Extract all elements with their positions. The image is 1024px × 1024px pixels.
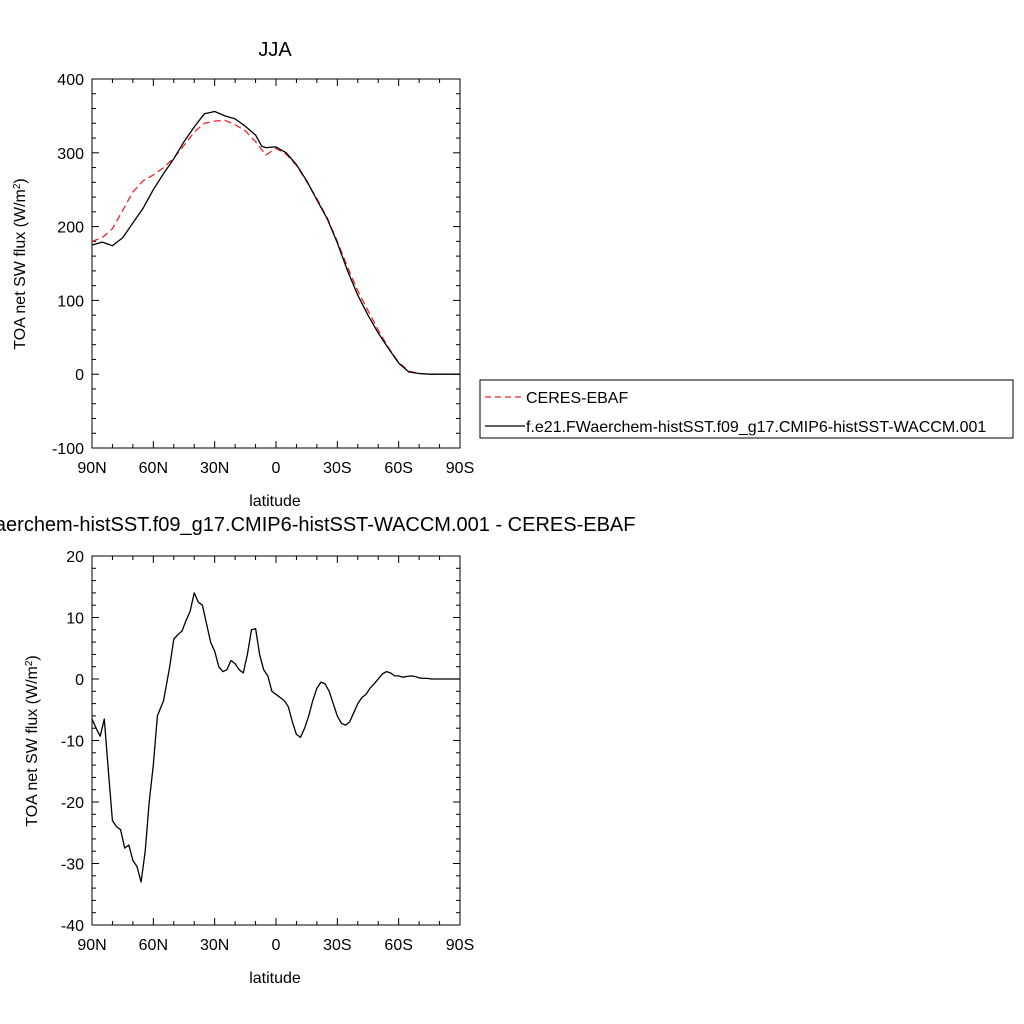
- top-ytick-label: -100: [52, 441, 84, 458]
- top-xlabel: latitude: [249, 493, 301, 510]
- top-series-line-0: [91, 119, 460, 375]
- bottom-xlabel: latitude: [249, 970, 301, 987]
- bottom-ytick-label: -20: [61, 795, 84, 812]
- legend-box: [479, 379, 1014, 439]
- bottom-ylabel-main: TOA net SW flux (W/m: [24, 666, 41, 827]
- bottom-ytick-label: 20: [66, 549, 84, 566]
- top-ylabel: TOA net SW flux (W/m2): [12, 178, 30, 350]
- bottom-xtick-label: 30N: [200, 937, 229, 954]
- bottom-ytick-label: 10: [66, 611, 84, 628]
- top-ylabel-text: TOA net SW flux (W/m2): [12, 178, 30, 350]
- top-plot-frame: [91, 78, 461, 449]
- bottom-ylabel: TOA net SW flux (W/m2): [24, 655, 42, 827]
- top-xtick-label: 0: [272, 460, 281, 477]
- legend: CERES-EBAF f.e21.FWaerchem-histSST.f09_g…: [479, 379, 1014, 439]
- top-xtick-label: 90S: [446, 460, 474, 477]
- bottom-ylabel-text: TOA net SW flux (W/m2): [24, 655, 42, 827]
- top-xtick-label: 60N: [139, 460, 168, 477]
- top-xtick-label: 60S: [384, 460, 412, 477]
- bottom-ytick-label: 0: [75, 672, 84, 689]
- top-series-line-1: [91, 110, 460, 375]
- top-xtick-label: 30S: [323, 460, 351, 477]
- bottom-xtick-label: 90N: [77, 937, 106, 954]
- top-ylabel-superscript: 2: [12, 183, 23, 189]
- top-chart-title: JJA: [258, 39, 292, 61]
- top-ytick-label: 200: [57, 220, 84, 237]
- bottom-xtick-label: 0: [272, 937, 281, 954]
- bottom-ylabel-end: ): [24, 655, 41, 660]
- top-plot-area: 90N 60N 30N 0 30S 60S 90S -100 0 100 200 300 400: [52, 72, 474, 477]
- bottom-ytick-label: -30: [61, 857, 84, 874]
- top-xtick-label: 90N: [77, 460, 106, 477]
- bottom-xtick-label: 30S: [323, 937, 351, 954]
- bottom-plot-frame: [91, 555, 461, 926]
- bottom-xtick-label: 60N: [139, 937, 168, 954]
- bottom-chart-title: f.e21.FWaerchem-histSST.f09_g17.CMIP6-hi…: [0, 514, 635, 536]
- bottom-ytick-label: -10: [61, 734, 84, 751]
- top-ytick-label: 100: [57, 293, 84, 310]
- bottom-xtick-label: 60S: [384, 937, 412, 954]
- top-xtick-label: 30N: [200, 460, 229, 477]
- top-ylabel-end: ): [12, 178, 29, 183]
- legend-label-model: f.e21.FWaerchem-histSST.f09_g17.CMIP6-hi…: [526, 419, 986, 436]
- bottom-xtick-label: 90S: [446, 937, 474, 954]
- top-chart-panel: JJA 90N 60N 30N 0 30S 60S 90S -100 0 100 200 300 400…: [12, 39, 1014, 510]
- bottom-ytick-label: -40: [61, 918, 84, 935]
- bottom-plot-area: 90N 60N 30N 0 30S 60S 90S -40 -30 -20 -10 0 10 20: [61, 549, 474, 954]
- bottom-chart-panel: f.e21.FWaerchem-histSST.f09_g17.CMIP6-hi…: [0, 514, 635, 987]
- legend-label-ceres: CERES-EBAF: [526, 390, 628, 407]
- top-ylabel-main: TOA net SW flux (W/m: [12, 189, 29, 350]
- top-ytick-label: 0: [75, 367, 84, 384]
- bottom-series-line-0: [91, 592, 460, 883]
- top-ytick-label: 400: [57, 72, 84, 89]
- bottom-ylabel-superscript: 2: [24, 660, 35, 666]
- top-ytick-label: 300: [57, 146, 84, 163]
